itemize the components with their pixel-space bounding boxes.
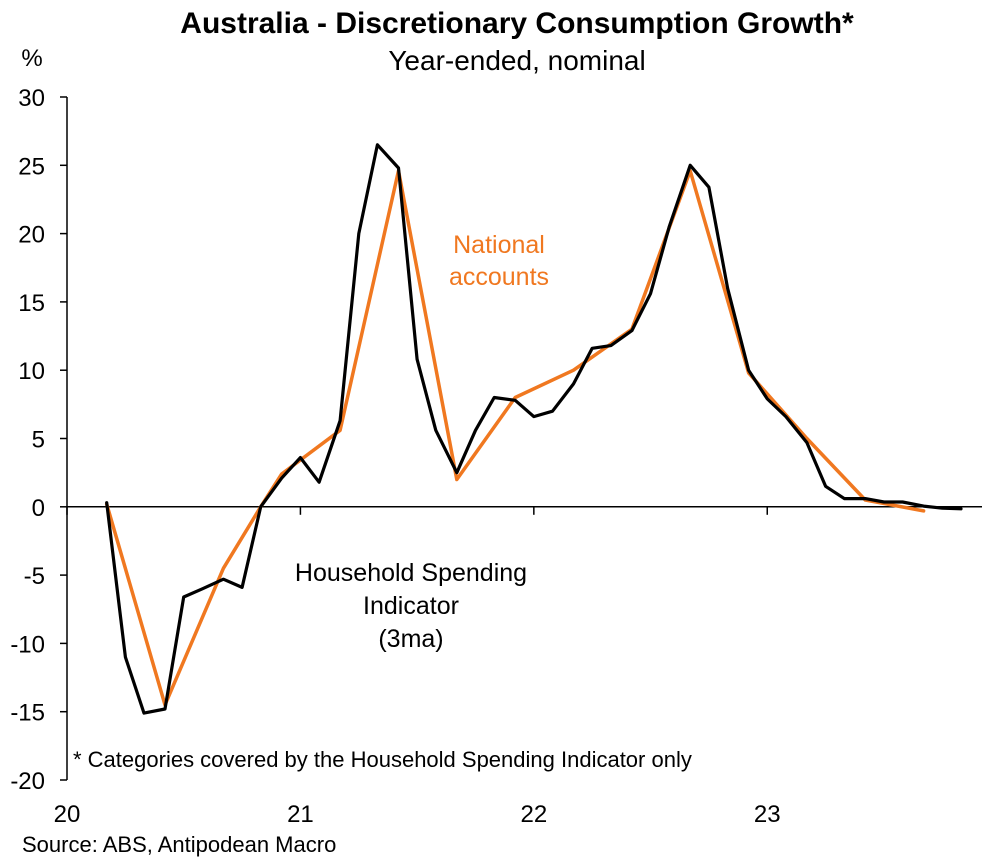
y-tick-label: -5: [24, 563, 45, 590]
national-accounts-label: National accounts: [449, 231, 549, 291]
footnote: * Categories covered by the Household Sp…: [73, 747, 692, 772]
chart-subtitle: Year-ended, nominal: [388, 45, 645, 76]
series-line-household-spending-indicator: [105, 143, 963, 715]
y-tick-label: 15: [18, 290, 45, 317]
y-tick-label: 30: [18, 85, 45, 112]
y-tick-label: 20: [18, 222, 45, 249]
x-tick-label: 22: [520, 801, 547, 828]
y-axis-unit-label: %: [21, 45, 42, 72]
y-tick-label: -15: [10, 700, 45, 727]
y-tick-label: 0: [32, 495, 45, 522]
chart-title: Australia - Discretionary Consumption Gr…: [180, 7, 854, 40]
hsi-label-line-3: (3ma): [378, 625, 443, 653]
y-tick-label: -10: [10, 631, 45, 658]
y-tick-label: -20: [10, 768, 45, 795]
x-axis: 20 21 22 23: [54, 506, 982, 828]
national-accounts-label-line-1: National: [453, 231, 545, 259]
y-axis: 30 25 20 15 10 5 0 -5 -10 -15 -20: [10, 85, 68, 795]
y-tick-label: 5: [32, 427, 45, 454]
hsi-label: Household Spending Indicator (3ma): [295, 559, 527, 653]
x-tick-label: 23: [754, 801, 781, 828]
national-accounts-label-line-2: accounts: [449, 263, 549, 291]
x-tick-label: 20: [54, 801, 81, 828]
x-tick-label: 21: [287, 801, 314, 828]
y-tick-label: 10: [18, 358, 45, 385]
source-note: Source: ABS, Antipodean Macro: [22, 832, 336, 857]
series-layer: [104, 143, 963, 715]
series-line-national-accounts: [104, 169, 926, 707]
hsi-label-line-1: Household Spending: [295, 559, 527, 587]
hsi-label-line-2: Indicator: [363, 592, 459, 620]
y-tick-label: 25: [18, 153, 45, 180]
